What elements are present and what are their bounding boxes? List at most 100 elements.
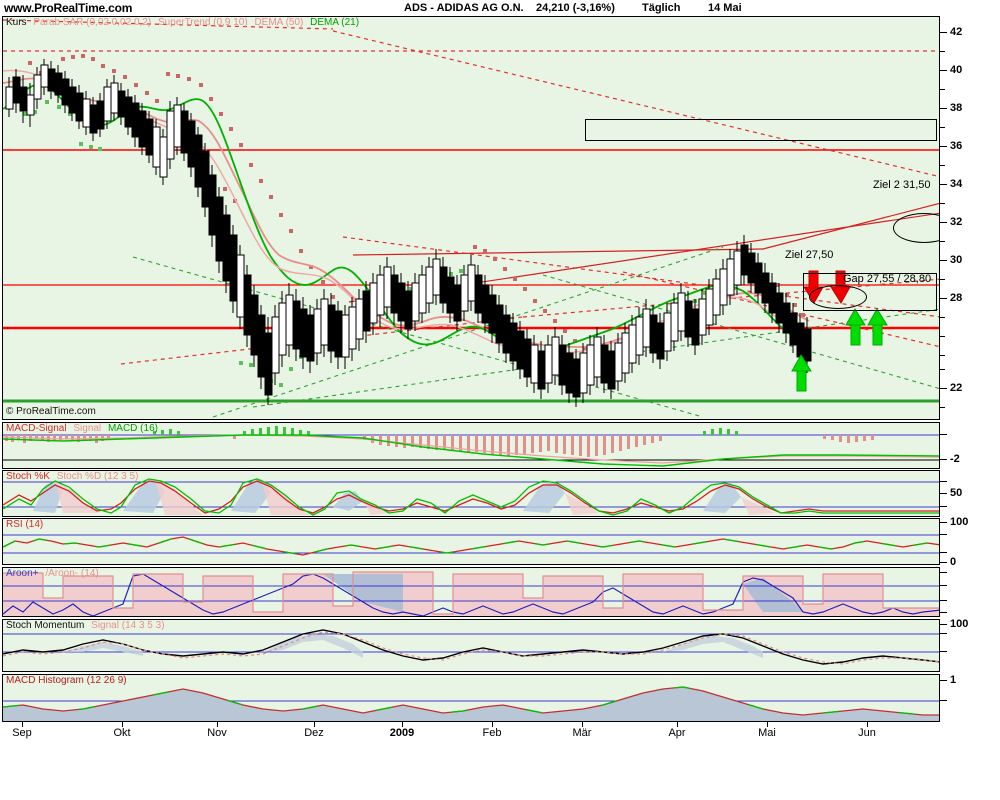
macd-histogram-area	[3, 687, 939, 721]
macd-histogram-line-green	[3, 686, 939, 716]
drawn-ellipse-ziel2[interactable]	[893, 213, 939, 243]
date-label-jun: Jun	[858, 727, 876, 739]
legend-signal[interactable]: Signal	[73, 423, 102, 434]
rsi-panel[interactable]: RSI (14)	[2, 518, 940, 565]
legend-dema-50[interactable]: DEMA (50)	[254, 17, 304, 28]
stoch-chart-svg	[3, 471, 939, 516]
rsi-plot-area[interactable]	[3, 519, 939, 564]
green-arrow-up-1	[791, 354, 812, 392]
mh-tick-1: 1	[950, 674, 957, 686]
rsi-legend: RSI (14)	[6, 519, 47, 530]
stoch-k-line	[3, 478, 939, 516]
stoch-axis[interactable]: 50 80 12,805	[940, 470, 1000, 517]
date-label-feb: Feb	[482, 727, 502, 739]
timeframe-label: Täglich	[642, 2, 681, 14]
aroon-down-area	[3, 572, 939, 616]
macd-histogram-plot-area[interactable]	[3, 675, 939, 721]
legend-stoch-momentum[interactable]: Stoch Momentum	[6, 620, 85, 631]
macd-chart-svg	[3, 423, 939, 468]
price-axis[interactable]: 42 40 38 36 34 32 30 28 22 27,15 26,588 …	[940, 16, 1000, 420]
stoch-momentum-chart-svg	[3, 620, 939, 671]
legend-aroon-down[interactable]: /Aroon- (14)	[45, 568, 99, 579]
legend-rsi[interactable]: RSI (14)	[6, 519, 44, 530]
aroon-panel[interactable]: Aroon+ /Aroon- (14)	[2, 567, 940, 617]
rsi-tick-100: 100	[950, 516, 969, 528]
date-label: 14 Mai	[708, 2, 742, 14]
date-label-apr: Apr	[668, 727, 686, 739]
drawn-ellipse-gap[interactable]	[809, 285, 867, 309]
watermark: © ProRealTime.com	[6, 406, 96, 417]
macd-plot-area[interactable]	[3, 423, 939, 468]
date-label-dez: Dez	[304, 727, 324, 739]
legend-macd-histogram[interactable]: MACD Histogram (12 26 9)	[6, 675, 127, 686]
date-label-maer: Mär	[572, 727, 592, 739]
price-tick-42: 42	[950, 26, 963, 38]
legend-supertrend[interactable]: SuperTrend (0,9 10)	[157, 17, 248, 28]
price-plot-area[interactable]: Ziel 2 31,50 Ziel 27,50 Gap 27,55 / 28,8…	[3, 17, 939, 419]
legend-parabolic-sar[interactable]: Parab SAR (0,02 0,02 0,2)	[33, 17, 152, 28]
date-label-nov: Nov	[207, 727, 227, 739]
rsi-line-green-segments	[3, 536, 939, 556]
stoch-momentum-panel[interactable]: Stoch Momentum Signal (14 3 5 3)	[2, 619, 940, 672]
macd-histogram-chart-svg	[3, 675, 939, 721]
date-label-mai: Mai	[758, 727, 776, 739]
price-panel[interactable]: Kurs Parab SAR (0,02 0,02 0,2) SuperTren…	[2, 16, 940, 420]
stoch-momentum-axis[interactable]: 100 40 -40 -71,614	[940, 618, 1000, 672]
stoch-momentum-line	[3, 629, 939, 665]
macd-legend: MACD-Signal Signal MACD (16)	[6, 423, 162, 434]
smom-tick-100: 100	[950, 618, 969, 630]
legend-kurs[interactable]: Kurs	[6, 17, 27, 28]
legend-stoch-d[interactable]: Stoch %D (12 3 5)	[56, 471, 139, 482]
aroon-legend: Aroon+ /Aroon- (14)	[6, 568, 103, 579]
macd-axis[interactable]: -2 0,2234 -0,7041	[940, 422, 1000, 469]
macd-panel[interactable]: MACD-Signal Signal MACD (16)	[2, 422, 940, 469]
stoch-momentum-plot-area[interactable]	[3, 620, 939, 671]
macd-histogram-bars-positive	[153, 426, 738, 435]
date-axis[interactable]: Sep Okt Nov Dez 2009 Feb Mär Apr Mai Jun	[2, 722, 940, 752]
rsi-tick-0: 0	[950, 556, 957, 568]
aroon-down-line	[3, 571, 939, 615]
aroon-chart-svg	[3, 568, 939, 616]
candlesticks	[5, 59, 812, 407]
date-label-okt: Okt	[113, 727, 131, 739]
date-label-sep: Sep	[12, 727, 32, 739]
rsi-chart-svg	[3, 519, 939, 564]
legend-macd-signal[interactable]: MACD-Signal	[6, 423, 67, 434]
legend-aroon-up[interactable]: Aroon+	[6, 568, 39, 579]
instrument-name: ADS - ADIDAS AG O.N.	[404, 2, 524, 14]
green-arrow-up-2	[845, 308, 866, 346]
macd-histogram-bars	[5, 435, 874, 457]
stoch-tick-50: 50	[950, 487, 963, 499]
stochastic-panel[interactable]: Stoch %K Stoch %D (12 3 5)	[2, 470, 940, 517]
price-tick-30: 30	[950, 254, 963, 266]
macd-histogram-panel[interactable]: MACD Histogram (12 26 9)	[2, 674, 940, 722]
brand-label: www.ProRealTime.com	[4, 1, 133, 15]
annotation-gap: Gap 27,55 / 28,80	[843, 273, 932, 285]
price-tick-38: 38	[950, 102, 963, 114]
buy-arrows	[791, 308, 888, 392]
stoch-plot-area[interactable]	[3, 471, 939, 516]
price-tick-34: 34	[950, 178, 963, 190]
price-chart-svg	[3, 17, 939, 419]
stoch-momentum-signal-line	[3, 631, 939, 665]
green-arrow-up-3	[867, 308, 888, 346]
legend-stoch-k[interactable]: Stoch %K	[6, 471, 50, 482]
price-tick-40: 40	[950, 64, 963, 76]
drawn-rectangle-upper[interactable]	[585, 119, 937, 141]
legend-macd[interactable]: MACD (16)	[107, 423, 158, 434]
stoch-d-line	[3, 480, 939, 514]
annotation-ziel2: Ziel 2 31,50	[873, 179, 931, 191]
aroon-axis[interactable]: 100 70 7,1429	[940, 567, 1000, 617]
macd-tick-neg2: -2	[950, 453, 960, 465]
price-tick-36: 36	[950, 140, 963, 152]
stoch-legend: Stoch %K Stoch %D (12 3 5)	[6, 471, 142, 482]
drawn-rectangle-gap[interactable]	[803, 273, 937, 311]
legend-dema-21[interactable]: DEMA (21)	[310, 17, 360, 28]
price-panel-legend: Kurs Parab SAR (0,02 0,02 0,2) SuperTren…	[6, 17, 363, 28]
aroon-plot-area[interactable]	[3, 568, 939, 616]
rsi-axis[interactable]: 100 0 70 37,95	[940, 516, 1000, 568]
legend-stoch-momentum-signal[interactable]: Signal (14 3 5 3)	[91, 620, 165, 631]
macd-histogram-axis[interactable]: 1 0 -0,8701	[940, 674, 1000, 722]
macd-histogram-legend: MACD Histogram (12 26 9)	[6, 675, 131, 686]
